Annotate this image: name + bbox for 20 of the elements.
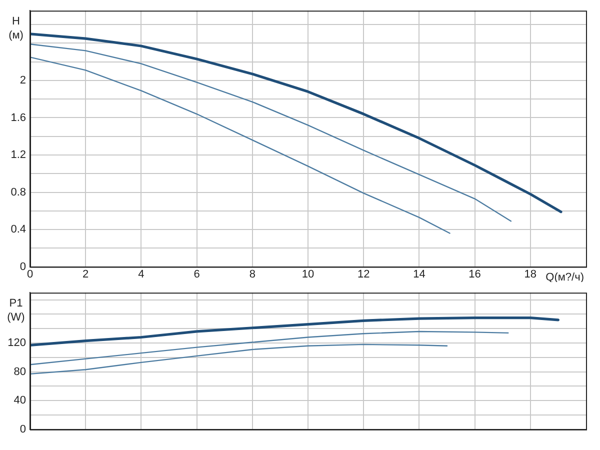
y-tick-label: 1.6 [10,112,26,124]
y-tick-label: 1.2 [10,149,26,162]
x-tick-label: 16 [468,268,481,280]
y-tick-label: 0.4 [10,224,26,236]
y-tick-label: 2 [20,74,26,87]
x-tick-label: 18 [524,268,537,280]
x-tick-label: 14 [413,268,426,280]
y-tick-label: 120 [8,337,26,350]
y-tick-label: 0 [20,423,26,436]
y-axis-title: P1 (W) [7,298,25,324]
y-axis-title: H (м) [8,16,24,42]
y-tick-label: 80 [14,366,26,378]
x-tick-label: 4 [138,268,144,280]
y-tick-label: 0.8 [10,186,26,198]
y-tick-label: 40 [14,394,26,407]
x-tick-label: 12 [357,268,370,280]
x-tick-label: 10 [302,268,314,280]
x-tick-label: 8 [249,268,256,280]
x-tick-label: 2 [82,268,89,280]
x-tick-label: 6 [194,268,200,280]
